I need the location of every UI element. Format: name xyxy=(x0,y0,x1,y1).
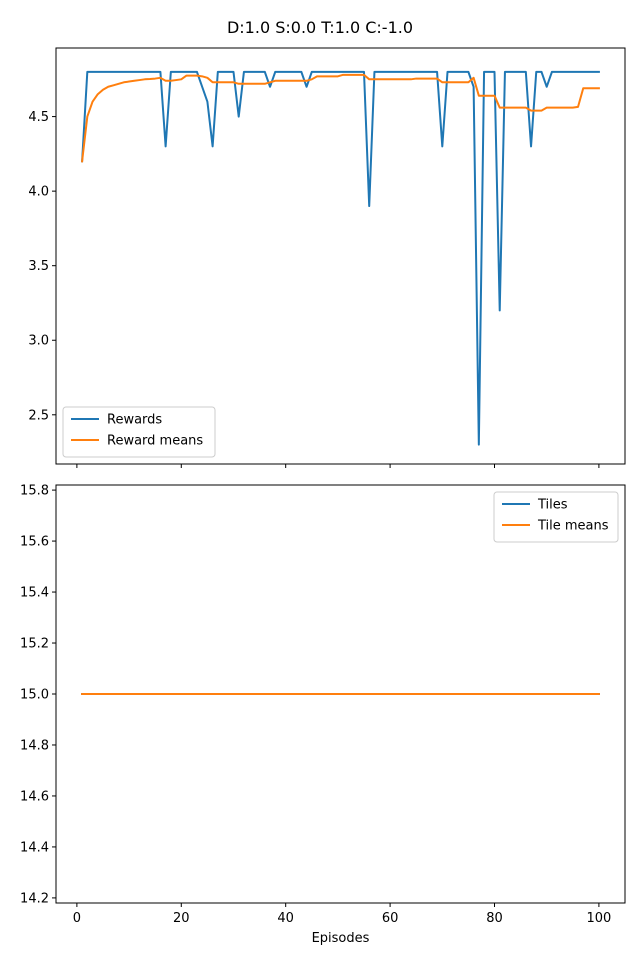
legend-label: Reward means xyxy=(107,434,203,449)
legend-box xyxy=(62,406,216,458)
y-tick-label: 14.4 xyxy=(20,840,49,855)
x-axis-label: Episodes xyxy=(312,931,370,946)
y-tick-label: 15.6 xyxy=(20,535,49,550)
y-tick-label: 4.5 xyxy=(28,110,49,125)
y-tick-label: 2.5 xyxy=(28,408,49,423)
y-tick-label: 15.0 xyxy=(20,688,49,703)
y-tick-label: 14.8 xyxy=(20,738,49,753)
y-tick-label: 3.5 xyxy=(28,259,49,274)
y-tick-label: 15.2 xyxy=(20,637,49,652)
x-tick-label: 20 xyxy=(173,911,190,926)
y-tick-label: 15.4 xyxy=(20,586,49,601)
y-tick-label: 15.8 xyxy=(20,484,49,499)
figure-title: D:1.0 S:0.0 T:1.0 C:-1.0 xyxy=(227,18,413,37)
x-tick-label: 100 xyxy=(586,911,611,926)
y-tick-label: 14.6 xyxy=(20,789,49,804)
series-line-reward-means xyxy=(80,73,600,163)
series-line-rewards xyxy=(81,70,600,446)
legend-label: Rewards xyxy=(107,413,162,428)
legend-label: Tile means xyxy=(537,519,609,534)
legend: Tiles Tile means xyxy=(493,491,619,543)
tiles-panel: 0 20 40 60 80 100 14.2 14.4 14.6 14.8 15.0 15.2 15.4… xyxy=(20,484,626,946)
legend-label: Tiles xyxy=(537,498,568,513)
x-tick-label: 0 xyxy=(73,911,81,926)
rewards-panel: 2.5 3.0 3.5 4.0 4.5 Rewards Reward means xyxy=(28,47,626,468)
axes-frame xyxy=(55,47,626,465)
y-tick-label: 14.2 xyxy=(20,891,49,906)
x-tick-label: 40 xyxy=(277,911,294,926)
legend: Rewards Reward means xyxy=(62,406,216,458)
y-tick-label: 4.0 xyxy=(28,185,49,200)
x-tick-label: 60 xyxy=(382,911,399,926)
y-tick-label: 3.0 xyxy=(28,334,49,349)
x-tick-label: 80 xyxy=(486,911,503,926)
